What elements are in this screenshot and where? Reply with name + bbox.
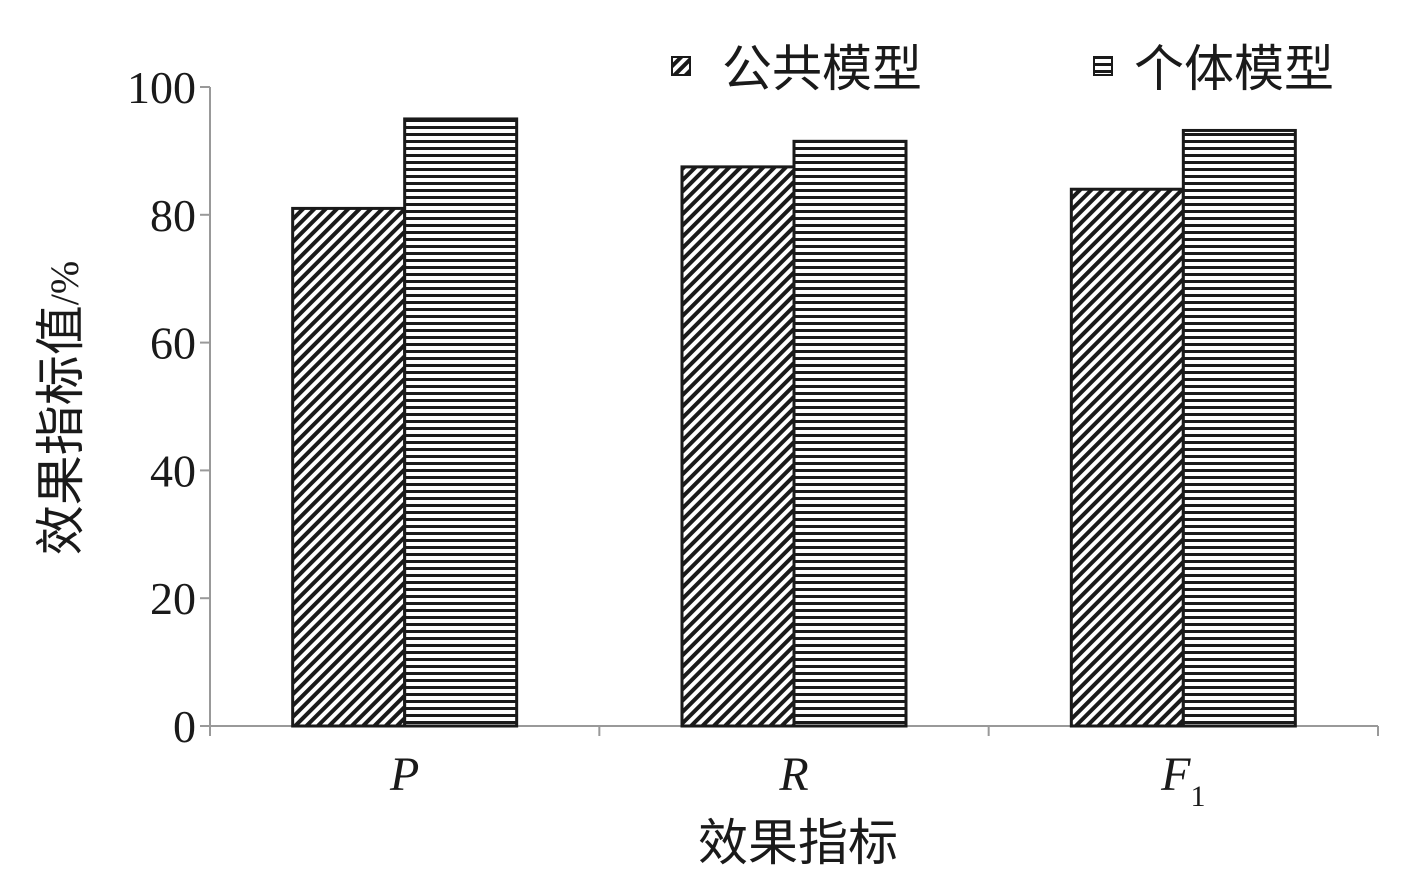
bar-series-1-R — [680, 165, 796, 728]
bar-series-2-R — [792, 139, 908, 728]
x-tick-label: R — [778, 748, 808, 801]
legend: 公共模型 个体模型 — [671, 40, 1334, 98]
legend-swatch-series-2 — [1093, 56, 1113, 76]
y-tick-label: 20 — [150, 573, 196, 624]
bar-series-2-F — [1181, 128, 1297, 728]
bar-series-1-P — [291, 206, 407, 728]
y-axis-unit: /% — [42, 261, 87, 305]
x-tick-label-text: R — [778, 748, 808, 801]
legend-label-series-1: 公共模型 — [722, 40, 922, 98]
x-axis-title: 效果指标 — [698, 814, 898, 872]
x-tick-label-subscript: 1 — [1190, 780, 1205, 813]
x-tick-label: F1 — [1160, 748, 1205, 813]
y-tick-label: 100 — [127, 62, 196, 113]
y-tick-label: 40 — [150, 445, 196, 496]
plot-area: 0 20 40 60 80 100 P R F1 — [127, 62, 1379, 813]
y-axis-title: 效果指标值/% — [32, 261, 90, 555]
bar-series-1-F — [1069, 187, 1185, 728]
x-tick-label: P — [389, 748, 419, 801]
bar-series-2-P — [403, 117, 519, 728]
y-axis-label: 效果指标值 — [32, 305, 90, 555]
legend-swatch-series-1 — [671, 56, 691, 76]
y-tick-label: 60 — [150, 318, 196, 369]
legend-item-series-1: 公共模型 — [671, 40, 922, 98]
y-tick-label: 80 — [150, 190, 196, 241]
legend-label-series-2: 个体模型 — [1134, 40, 1334, 98]
y-tick-label: 0 — [173, 701, 196, 752]
legend-item-series-2: 个体模型 — [1093, 40, 1334, 98]
x-tick-label-text: P — [389, 748, 419, 801]
x-tick-label-text: F — [1160, 748, 1191, 801]
svg-text:效果指标值/%: 效果指标值/% — [32, 261, 90, 555]
